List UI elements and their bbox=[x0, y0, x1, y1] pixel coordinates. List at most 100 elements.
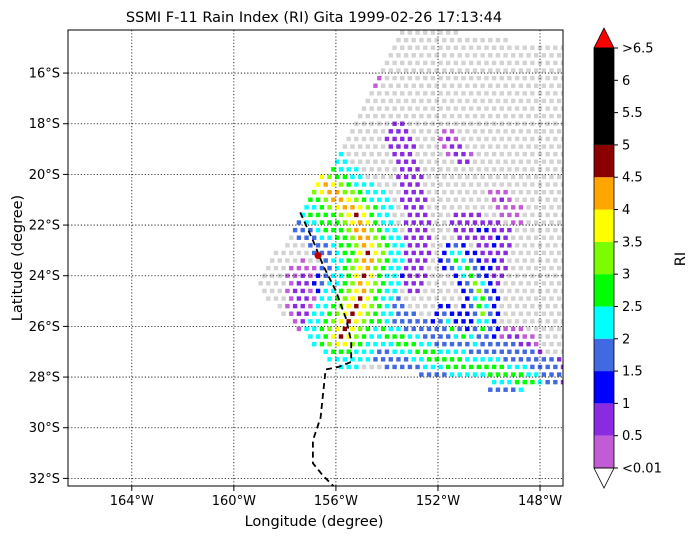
swath-pixel bbox=[415, 182, 420, 187]
swath-pixel bbox=[407, 182, 413, 187]
swath-pixel bbox=[556, 129, 562, 134]
swath-pixel bbox=[411, 68, 416, 73]
swath-pixel bbox=[312, 281, 317, 286]
swath-pixel bbox=[568, 106, 572, 110]
swath-pixel bbox=[545, 151, 550, 157]
swath-pixel bbox=[365, 159, 371, 164]
swath-pixel bbox=[449, 159, 455, 164]
swath-pixel bbox=[545, 349, 550, 354]
swath-pixel bbox=[449, 129, 455, 134]
swath-pixel bbox=[476, 212, 481, 218]
swath-pixel bbox=[518, 159, 524, 164]
swath-pixel bbox=[266, 265, 271, 271]
swath-pixel bbox=[480, 372, 485, 377]
swath-pixel bbox=[472, 68, 478, 73]
swath-pixel bbox=[342, 205, 348, 210]
swath-pixel bbox=[442, 220, 447, 225]
swath-pixel bbox=[488, 68, 493, 73]
swath-pixel bbox=[411, 296, 416, 301]
swath-pixel bbox=[491, 106, 497, 111]
swath-pixel bbox=[357, 189, 363, 195]
swath-pixel bbox=[426, 250, 432, 256]
swath-pixel bbox=[449, 372, 455, 377]
swath-pixel bbox=[384, 273, 390, 278]
swath-pixel bbox=[426, 326, 432, 332]
swath-pixel bbox=[373, 265, 378, 271]
swath-pixel bbox=[553, 60, 558, 66]
swath-pixel bbox=[514, 212, 520, 218]
swath-pixel bbox=[556, 174, 562, 180]
swath-pixel bbox=[534, 235, 539, 240]
swath-pixel bbox=[568, 61, 572, 65]
swath-pixel bbox=[445, 60, 451, 66]
swath-pixel bbox=[415, 45, 420, 50]
swath-pixel bbox=[565, 144, 569, 148]
swath-pixel bbox=[300, 303, 305, 309]
swath-pixel bbox=[560, 60, 563, 66]
swath-pixel bbox=[403, 159, 409, 164]
swath-pixel bbox=[495, 53, 501, 58]
swath-pixel bbox=[334, 296, 340, 301]
swath-pixel bbox=[407, 303, 413, 309]
swath-pixel bbox=[403, 189, 409, 195]
swath-pixel bbox=[503, 37, 508, 43]
swath-pixel bbox=[565, 266, 569, 270]
swath-pixel bbox=[319, 189, 325, 195]
swath-pixel bbox=[334, 250, 340, 256]
swath-pixel bbox=[388, 235, 393, 240]
swath-pixel bbox=[457, 265, 462, 271]
colorbar-segment bbox=[594, 48, 614, 145]
swath-pixel bbox=[480, 159, 485, 164]
swath-pixel bbox=[526, 296, 531, 301]
swath-pixel bbox=[461, 303, 466, 309]
swath-pixel bbox=[400, 121, 405, 126]
swath-pixel bbox=[315, 212, 321, 218]
swath-pixel bbox=[442, 98, 447, 104]
swath-pixel bbox=[534, 53, 539, 58]
swath-pixel bbox=[534, 174, 539, 180]
swath-pixel bbox=[476, 319, 481, 324]
swath-pixel bbox=[453, 106, 459, 111]
swath-pixel bbox=[434, 265, 439, 271]
colorbar-over-arrow bbox=[593, 27, 615, 49]
swath-pixel bbox=[530, 258, 535, 263]
swath-pixel bbox=[465, 281, 470, 286]
swath-pixel bbox=[312, 326, 317, 332]
swath-pixel bbox=[445, 106, 451, 111]
x-tick-label: 148°W bbox=[518, 494, 562, 509]
swath-pixel bbox=[426, 220, 432, 225]
swath-pixel bbox=[560, 319, 563, 324]
swath-pixel bbox=[507, 182, 512, 187]
swath-pixel bbox=[507, 273, 512, 278]
swath-pixel bbox=[369, 288, 374, 294]
swath-pixel bbox=[423, 349, 428, 354]
swath-pixel bbox=[530, 334, 535, 339]
swath-pixel bbox=[430, 151, 436, 157]
swath-pixel bbox=[346, 197, 351, 202]
swath-pixel bbox=[377, 197, 382, 202]
swath-pixel bbox=[565, 327, 569, 331]
swath-pixel bbox=[499, 197, 504, 202]
swath-pixel bbox=[518, 220, 524, 225]
swath-pixel bbox=[396, 37, 401, 43]
swath-pixel bbox=[304, 326, 309, 332]
swath-pixel bbox=[403, 296, 409, 301]
y-tick-label: 32°S bbox=[29, 472, 60, 487]
swath-pixel bbox=[461, 45, 466, 50]
swath-pixel bbox=[553, 364, 558, 370]
swath-pixel bbox=[461, 151, 466, 157]
swath-pixel bbox=[323, 288, 328, 294]
swath-pixel bbox=[442, 144, 447, 149]
swath-pixel bbox=[560, 197, 563, 202]
swath-pixel bbox=[377, 258, 382, 263]
swath-pixel bbox=[423, 60, 428, 66]
swath-pixel bbox=[392, 167, 397, 172]
swath-pixel bbox=[403, 174, 409, 180]
swath-pixel bbox=[522, 349, 527, 354]
swath-pixel bbox=[365, 144, 371, 149]
swath-pixel bbox=[365, 341, 371, 347]
swath-pixel bbox=[565, 160, 569, 164]
swath-pixel bbox=[445, 182, 451, 187]
swath-pixel bbox=[403, 220, 409, 225]
swath-pixel bbox=[373, 159, 378, 164]
